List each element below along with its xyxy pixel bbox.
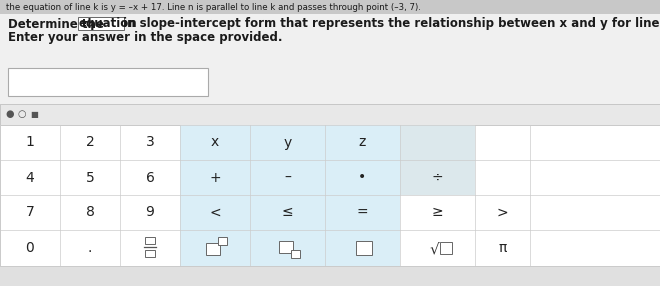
Text: •: • [358,170,366,184]
Bar [0,14,660,104]
Bar [0,104,660,125]
Bar [440,242,451,254]
Text: 9: 9 [146,206,154,219]
Text: 7: 7 [26,206,34,219]
Text: –: – [284,170,291,184]
Text: 1: 1 [26,136,34,150]
Text: 4: 4 [26,170,34,184]
Bar [145,237,155,244]
Bar [356,241,372,255]
Bar [180,125,250,266]
Bar [206,243,220,255]
Bar [8,68,208,96]
Text: x: x [211,136,219,150]
Bar [218,237,227,245]
Bar [78,17,124,30]
Text: =: = [356,206,368,219]
Bar [0,0,660,14]
Bar [279,241,292,253]
Text: ≤: ≤ [282,206,293,219]
Text: 2: 2 [86,136,94,150]
Text: equation: equation [79,17,137,31]
Text: the equation of line k is y = –x + 17. Line n is parallel to line k and passes t: the equation of line k is y = –x + 17. L… [6,3,421,12]
Bar [400,125,475,195]
Bar [145,250,155,257]
Text: y: y [283,136,292,150]
Text: √: √ [430,241,440,257]
Text: Enter your answer in the space provided.: Enter your answer in the space provided. [8,31,282,45]
Text: Determine the: Determine the [8,17,108,31]
Text: in slope-intercept form that represents the relationship between x and y for lin: in slope-intercept form that represents … [119,17,660,31]
Text: ●: ● [6,109,15,119]
Text: ÷: ÷ [432,170,444,184]
Text: +: + [209,170,221,184]
Bar [250,125,325,266]
Text: ○: ○ [18,109,26,119]
Text: ■: ■ [30,110,38,118]
Bar [0,125,660,266]
Text: 8: 8 [86,206,94,219]
Bar [290,250,300,258]
Bar [325,125,400,266]
Text: .: . [88,241,92,255]
Text: 3: 3 [146,136,154,150]
Text: π: π [498,241,507,255]
Text: 0: 0 [26,241,34,255]
Text: z: z [359,136,366,150]
Text: >: > [497,206,508,219]
Text: 5: 5 [86,170,94,184]
Text: 6: 6 [146,170,154,184]
Text: ≥: ≥ [432,206,444,219]
Text: <: < [209,206,221,219]
